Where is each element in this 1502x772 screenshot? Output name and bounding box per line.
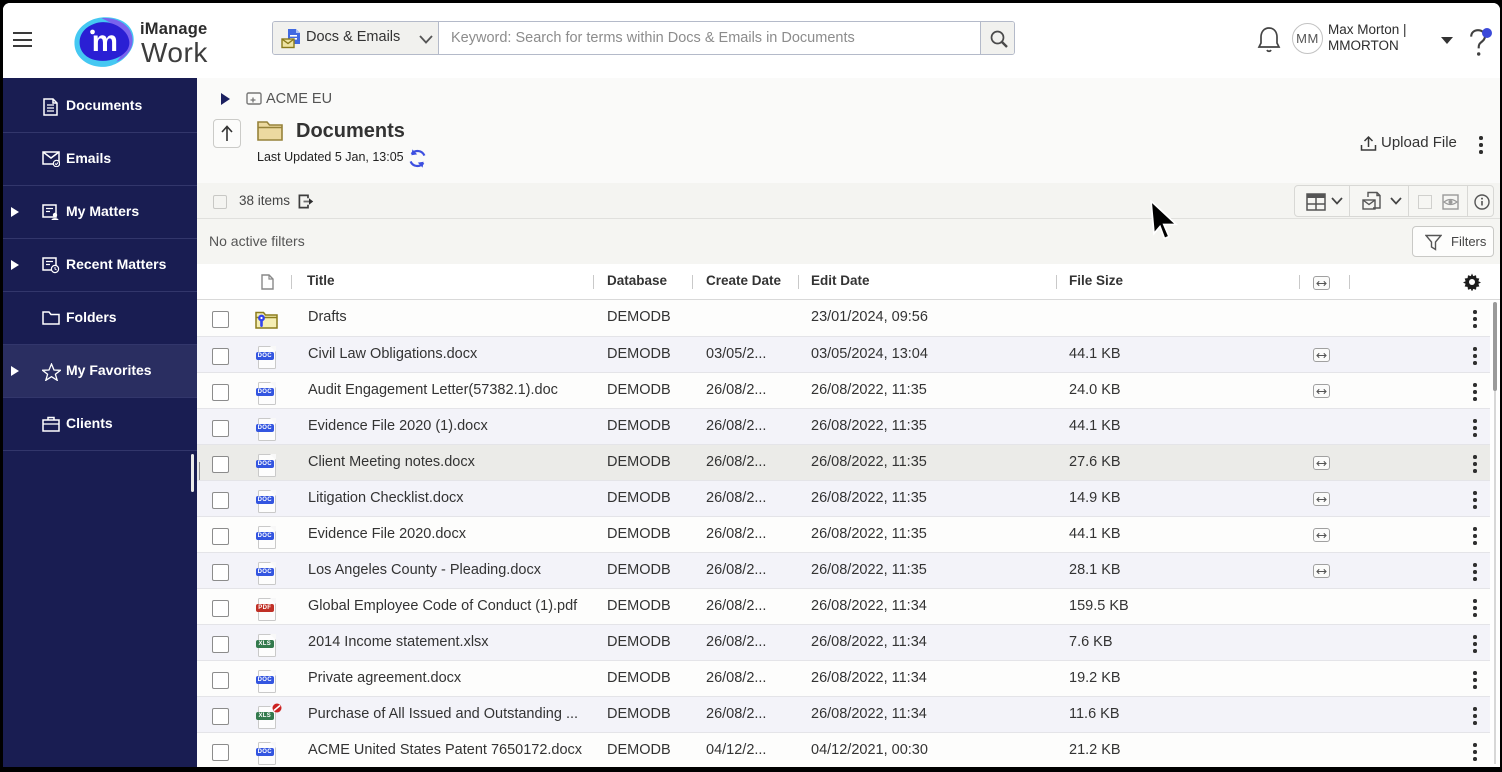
svg-text:m: m	[92, 25, 118, 58]
